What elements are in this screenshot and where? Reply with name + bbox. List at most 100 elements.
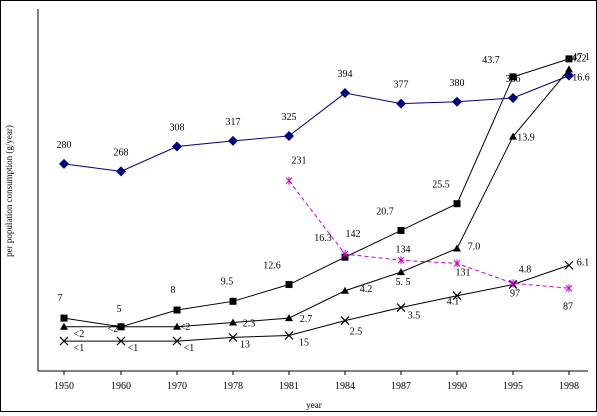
x-tick-label: 1970 xyxy=(167,381,187,392)
marker-square xyxy=(173,306,181,314)
marker-square xyxy=(509,73,517,81)
marker-x xyxy=(59,336,69,346)
data-label: <1 xyxy=(128,343,139,354)
marker-x xyxy=(116,336,126,346)
series-diamond xyxy=(59,70,574,177)
data-label: 386 xyxy=(506,74,521,85)
x-tick-labels: 1950 1960 1970 1978 1981 1984 1987 1990 1995 1998 xyxy=(54,371,579,392)
data-label: 394 xyxy=(338,69,353,80)
marker-square xyxy=(229,297,237,305)
data-label: 317 xyxy=(226,117,241,128)
marker-triangle xyxy=(397,268,405,276)
marker-triangle xyxy=(509,132,517,140)
data-label: 280 xyxy=(57,140,72,151)
x-tick-label: 1995 xyxy=(503,381,523,392)
series-line xyxy=(64,264,570,342)
marker-asterisk xyxy=(285,176,293,185)
data-label: 2.7 xyxy=(300,314,313,325)
data-label: 4.1 xyxy=(447,297,460,308)
marker-diamond xyxy=(452,96,462,107)
data-label: 422 xyxy=(572,54,587,65)
data-label: 9.5 xyxy=(221,276,234,287)
marker-asterisk xyxy=(565,284,573,293)
marker-diamond xyxy=(396,98,406,109)
data-label: <2 xyxy=(108,324,119,335)
marker-asterisk xyxy=(397,256,405,265)
marker-triangle xyxy=(341,286,349,294)
data-label: 380 xyxy=(450,78,465,89)
data-label: 97 xyxy=(510,288,520,299)
data-label: 25.5 xyxy=(432,180,450,191)
series-line xyxy=(288,180,570,289)
marker-triangle xyxy=(453,244,461,252)
marker-square xyxy=(285,281,293,289)
marker-asterisk xyxy=(341,250,349,259)
data-label: 377 xyxy=(394,80,409,91)
data-label: 268 xyxy=(114,147,129,158)
data-label: 12.6 xyxy=(263,261,281,272)
data-label: 7.0 xyxy=(468,241,481,252)
marker-square xyxy=(453,200,461,208)
x-tick-label: 1987 xyxy=(391,381,411,392)
marker-diamond xyxy=(59,158,69,169)
data-label: 325 xyxy=(282,112,297,123)
marker-x xyxy=(396,303,406,312)
data-label: <1 xyxy=(74,343,85,354)
data-label: 6.1 xyxy=(577,257,590,268)
data-label: 47.1 xyxy=(572,52,590,63)
data-label: 13 xyxy=(240,339,250,350)
marker-diamond xyxy=(172,141,182,152)
data-label: 3.5 xyxy=(408,311,421,322)
x-tick-label: 1981 xyxy=(279,381,299,392)
marker-x xyxy=(284,331,294,340)
series-triangle xyxy=(60,65,573,330)
data-label: 2.3 xyxy=(243,318,256,329)
data-label: 16.3 xyxy=(314,233,332,244)
data-label: 7 xyxy=(58,293,63,304)
marker-diamond xyxy=(284,130,294,141)
marker-square xyxy=(397,226,405,234)
marker-x xyxy=(452,291,462,301)
marker-square xyxy=(565,55,573,63)
marker-x xyxy=(564,260,574,270)
marker-triangle xyxy=(565,65,573,73)
data-label: 2.5 xyxy=(350,327,363,338)
data-label: 87 xyxy=(563,301,573,312)
data-labels-layer: 280 268 308 317 325 394 377 380 386 422 7 5 8 9.5 12.6… xyxy=(57,52,590,354)
series-line xyxy=(64,69,570,328)
x-tick-label: 1998 xyxy=(559,381,579,392)
marker-triangle xyxy=(229,318,237,326)
marker-diamond xyxy=(508,93,518,104)
marker-x xyxy=(228,332,238,342)
x-tick-label: 1984 xyxy=(335,381,355,392)
data-label: 231 xyxy=(292,156,307,167)
data-label: 13.9 xyxy=(517,133,535,144)
marker-x xyxy=(172,336,182,346)
series-line xyxy=(63,75,570,172)
x-tick-label: 1990 xyxy=(447,381,467,392)
data-label: 20.7 xyxy=(376,206,394,217)
x-axis-title: year xyxy=(306,400,322,410)
data-label: 5. 5 xyxy=(396,277,411,288)
data-label: 5 xyxy=(117,304,122,315)
data-label: 134 xyxy=(396,244,411,255)
series-x xyxy=(59,260,574,346)
x-tick-label: 1950 xyxy=(54,381,74,392)
marker-triangle xyxy=(173,322,181,330)
data-label: 15 xyxy=(299,338,309,349)
data-label: <1 xyxy=(184,343,195,354)
data-label: 131 xyxy=(456,267,471,278)
marker-asterisk xyxy=(509,279,517,288)
marker-triangle xyxy=(117,322,125,330)
series-asterisk xyxy=(285,176,573,293)
x-tick-label: 1978 xyxy=(223,381,243,392)
marker-triangle xyxy=(285,314,293,322)
data-label: <2 xyxy=(74,329,85,340)
marker-asterisk xyxy=(453,259,461,268)
data-label: 16.6 xyxy=(572,72,590,83)
data-label: 308 xyxy=(170,123,185,134)
marker-square xyxy=(60,314,68,322)
data-label: 142 xyxy=(346,229,361,240)
